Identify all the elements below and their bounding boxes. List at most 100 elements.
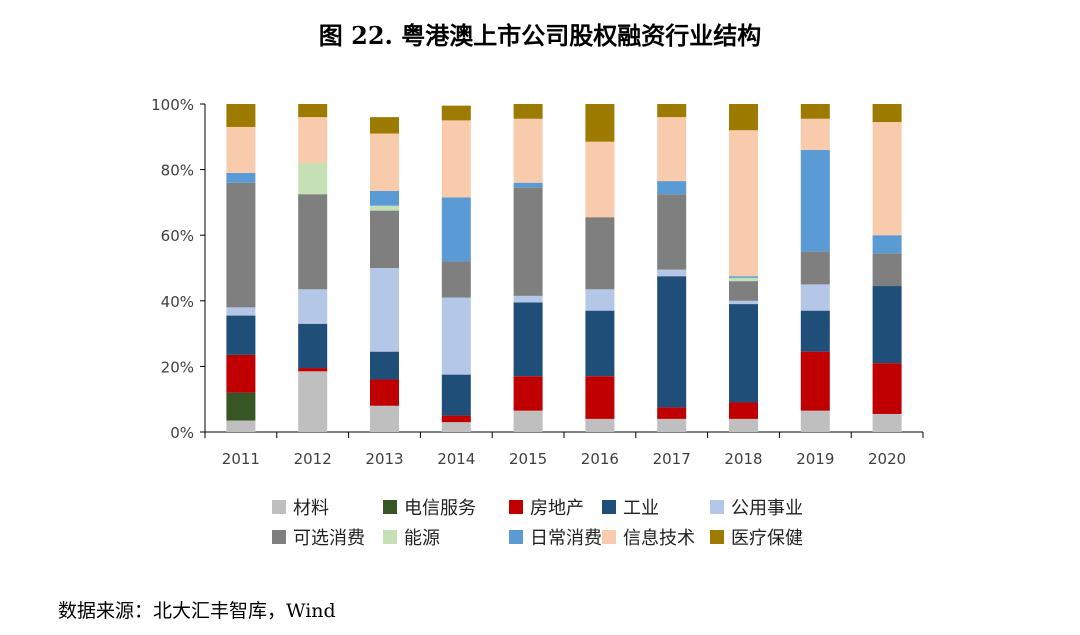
- y-tick-label: 40%: [161, 293, 194, 311]
- bar-segment: [657, 269, 687, 277]
- bar-segment: [657, 418, 687, 432]
- bar-segment: [729, 276, 758, 278]
- bar-segment: [513, 118, 543, 183]
- bar-segment: [370, 405, 399, 432]
- bar-segment: [441, 415, 471, 423]
- bar-segment: [800, 351, 830, 411]
- bar-segment: [872, 413, 902, 432]
- x-tick-label: 2020: [868, 450, 906, 468]
- x-tick-label: 2014: [437, 450, 475, 468]
- bar-segment: [872, 122, 902, 236]
- bar-segment: [226, 126, 256, 173]
- bar-segment: [729, 104, 758, 131]
- y-tick-label: 60%: [161, 227, 194, 245]
- bar-segment: [800, 284, 830, 311]
- x-tick-label: 2016: [581, 450, 619, 468]
- bar-segment: [872, 104, 902, 123]
- bar-segment: [298, 323, 328, 369]
- bar-segment: [298, 371, 328, 432]
- bar-segment: [657, 276, 687, 408]
- bar-segment: [585, 376, 615, 419]
- legend-label: 日常消费: [530, 528, 602, 549]
- bar-segment: [513, 376, 543, 411]
- bar-segment: [657, 117, 687, 182]
- bars: [226, 104, 902, 432]
- bar-segment: [370, 351, 399, 380]
- bar-segment: [585, 217, 615, 290]
- data-source-note: 数据来源：北大汇丰智库，Wind: [58, 600, 336, 622]
- bar-segment: [513, 104, 543, 119]
- bar-segment: [226, 354, 256, 393]
- bar-segment: [441, 197, 471, 262]
- legend-swatch: [509, 530, 523, 544]
- bar-segment: [370, 210, 399, 268]
- legend-label: 公用事业: [731, 498, 803, 519]
- bar-segment: [298, 368, 328, 372]
- legend-swatch: [272, 530, 286, 544]
- bar-segment: [370, 379, 399, 406]
- bar-segment: [729, 130, 758, 277]
- bar-segment: [800, 310, 830, 352]
- y-tick-label: 0%: [170, 424, 194, 442]
- bar-segment: [657, 407, 687, 419]
- bar-segment: [298, 117, 328, 164]
- legend-swatch: [509, 500, 523, 514]
- bar-segment: [872, 235, 902, 254]
- legend-label: 可选消费: [293, 528, 365, 549]
- chart-title: 图 22. 粤港澳上市公司股权融资行业结构: [318, 21, 762, 50]
- bar-segment: [513, 187, 543, 296]
- bar-segment: [298, 104, 328, 118]
- bar-segment: [298, 289, 328, 324]
- y-tick-label: 20%: [161, 358, 194, 376]
- bar-segment: [226, 392, 256, 421]
- legend-swatch: [383, 500, 397, 514]
- legend-swatch: [710, 500, 724, 514]
- x-tick-label: 2011: [222, 450, 260, 468]
- legend-swatch: [602, 500, 616, 514]
- bar-segment: [657, 194, 687, 270]
- bar-segment: [298, 194, 328, 290]
- legend-label: 医疗保健: [731, 528, 803, 549]
- bar-segment: [441, 261, 471, 298]
- bar-segment: [872, 286, 902, 364]
- bar-segment: [513, 410, 543, 432]
- bar-segment: [800, 118, 830, 150]
- bar-segment: [585, 289, 615, 311]
- bar-segment: [657, 181, 687, 195]
- bar-segment: [513, 302, 543, 377]
- x-tick-label: 2017: [653, 450, 691, 468]
- bar-segment: [226, 315, 256, 355]
- bar-segment: [872, 253, 902, 287]
- bar-segment: [800, 149, 830, 252]
- legend-label: 房地产: [530, 498, 584, 519]
- bar-segment: [226, 182, 256, 308]
- bar-segment: [585, 310, 615, 377]
- bar-segment: [298, 163, 328, 195]
- legend-label: 信息技术: [623, 528, 695, 549]
- stacked-bar-chart: 0% 20% 40% 60% 80% 100% 2011 2012 2013 2014 2015 20…: [151, 96, 924, 549]
- bar-segment: [872, 363, 902, 414]
- bar-segment: [226, 172, 256, 183]
- bar-segment: [585, 418, 615, 432]
- x-tick-label: 2015: [509, 450, 547, 468]
- bar-segment: [729, 418, 758, 432]
- bar-segment: [370, 205, 399, 211]
- bar-segment: [226, 307, 256, 316]
- bar-segment: [441, 297, 471, 375]
- legend-swatch: [383, 530, 397, 544]
- bar-segment: [800, 410, 830, 432]
- bar-segment: [800, 104, 830, 119]
- y-tick-label: 100%: [151, 96, 194, 114]
- bar-segment: [441, 105, 471, 121]
- axes: 0% 20% 40% 60% 80% 100% 2011 2012 2013 2014 2015 20…: [151, 96, 924, 468]
- bar-segment: [729, 277, 758, 282]
- bar-segment: [729, 281, 758, 301]
- bar-segment: [441, 422, 471, 432]
- y-tick-label: 80%: [161, 162, 194, 180]
- bar-segment: [800, 251, 830, 285]
- x-tick-label: 2018: [724, 450, 762, 468]
- x-tick-label: 2019: [796, 450, 834, 468]
- bar-segment: [226, 420, 256, 432]
- bar-segment: [513, 295, 543, 303]
